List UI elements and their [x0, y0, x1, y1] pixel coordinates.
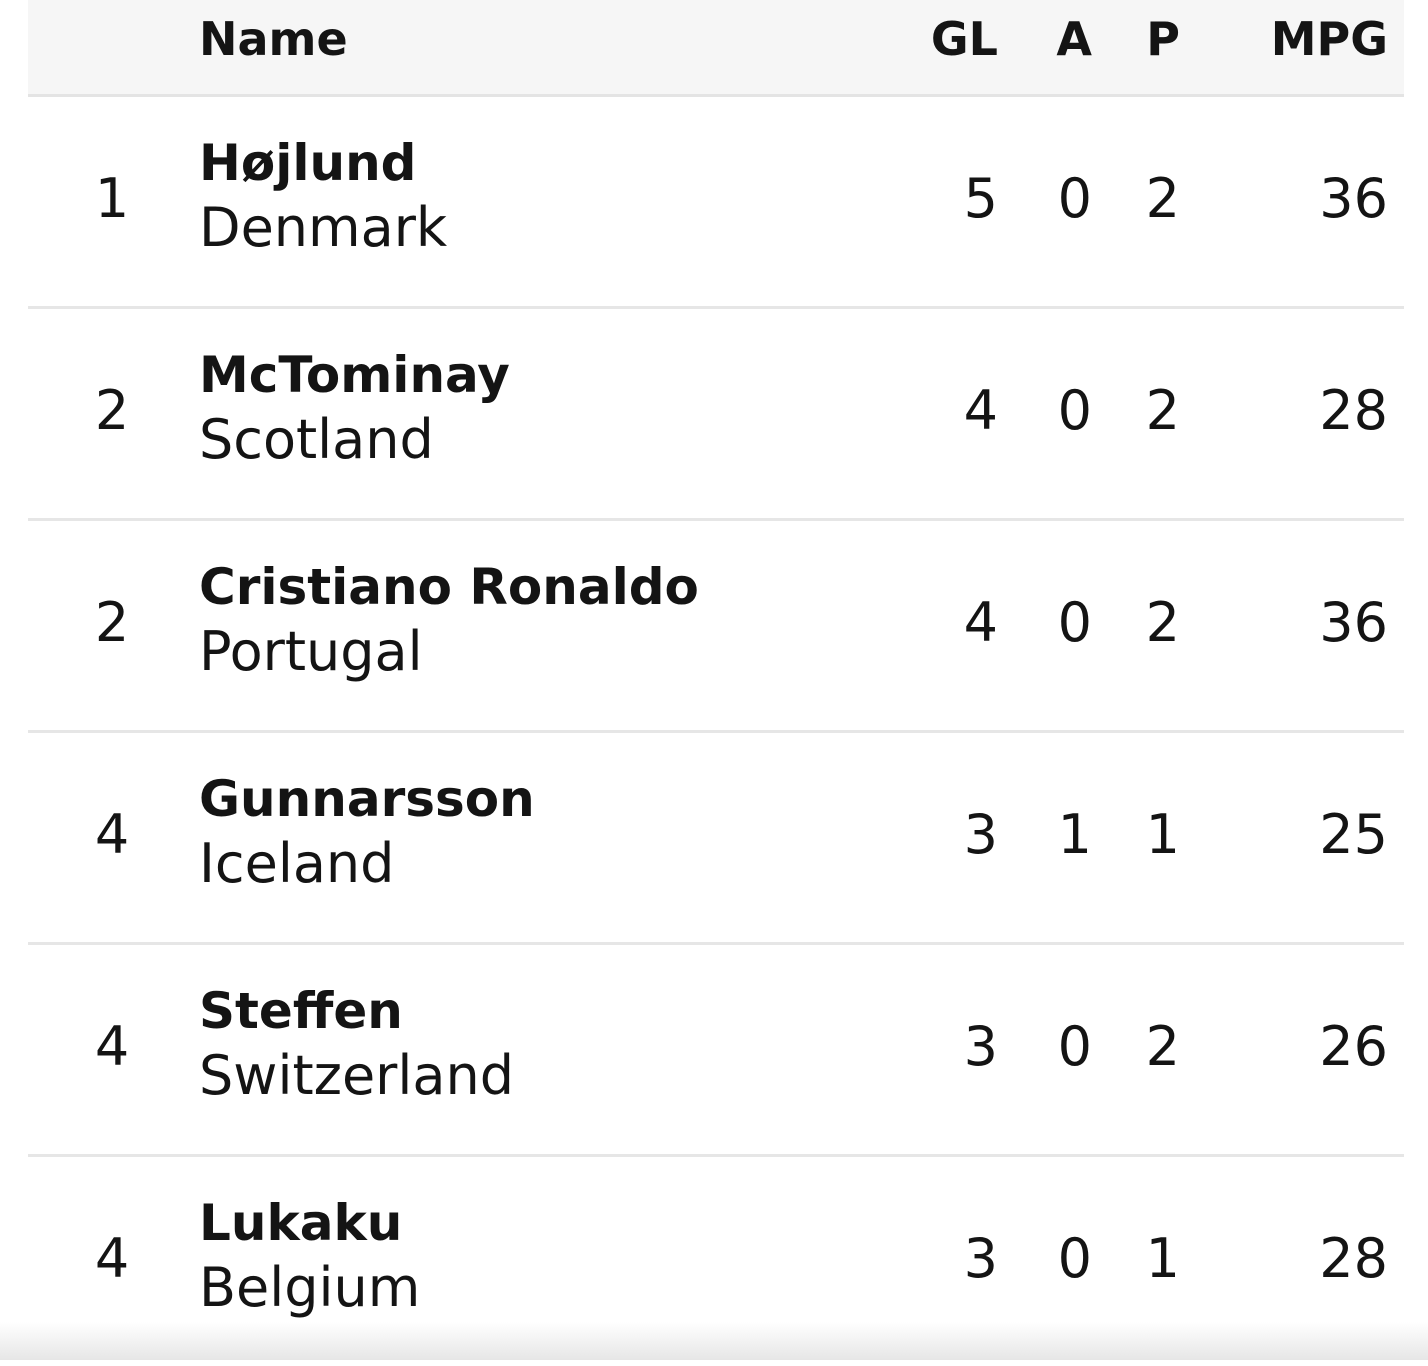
- rank-cell: 2: [94, 591, 130, 654]
- mpg-cell: 36: [1319, 167, 1388, 230]
- column-header-assists[interactable]: A: [1056, 12, 1092, 66]
- assists-cell: 0: [1057, 591, 1092, 654]
- assists-cell: 0: [1057, 379, 1092, 442]
- player-cell: Cristiano Ronaldo Portugal: [199, 557, 699, 687]
- table-row[interactable]: 4 Gunnarsson Iceland 3 1 1 25: [28, 733, 1404, 945]
- column-header-mpg[interactable]: MPG: [1270, 12, 1388, 66]
- played-cell: 2: [1145, 1015, 1180, 1078]
- goals-cell: 5: [963, 167, 998, 230]
- player-country: Switzerland: [199, 1044, 514, 1107]
- player-name: Gunnarsson: [199, 770, 535, 828]
- column-header-name[interactable]: Name: [199, 12, 348, 66]
- player-name: Højlund: [199, 134, 417, 192]
- player-cell: McTominay Scotland: [199, 345, 510, 475]
- table-row[interactable]: 1 Højlund Denmark 5 0 2 36: [28, 97, 1404, 309]
- table-row[interactable]: 2 Cristiano Ronaldo Portugal 4 0 2 36: [28, 521, 1404, 733]
- mpg-cell: 36: [1319, 591, 1388, 654]
- player-cell: Gunnarsson Iceland: [199, 769, 535, 899]
- rank-cell: 1: [94, 167, 130, 230]
- rank-cell: 2: [94, 379, 130, 442]
- player-country: Denmark: [199, 196, 448, 259]
- rank-cell: 4: [94, 803, 130, 866]
- played-cell: 2: [1145, 379, 1180, 442]
- rank-cell: 4: [94, 1227, 130, 1290]
- table-row[interactable]: 4 Lukaku Belgium 3 0 1 28: [28, 1157, 1404, 1366]
- goals-cell: 3: [963, 1015, 998, 1078]
- top-scorers-table: Name GL A P MPG 1 Højlund Denmark 5 0 2 …: [28, 0, 1404, 1366]
- mpg-cell: 28: [1319, 379, 1388, 442]
- goals-cell: 4: [963, 379, 998, 442]
- player-cell: Lukaku Belgium: [199, 1193, 420, 1323]
- player-country: Portugal: [199, 620, 423, 683]
- assists-cell: 1: [1057, 803, 1092, 866]
- player-country: Scotland: [199, 408, 434, 471]
- goals-cell: 3: [963, 803, 998, 866]
- played-cell: 2: [1145, 167, 1180, 230]
- table-row[interactable]: 4 Steffen Switzerland 3 0 2 26: [28, 945, 1404, 1157]
- column-header-played[interactable]: P: [1146, 12, 1180, 66]
- player-name: Steffen: [199, 982, 403, 1040]
- played-cell: 2: [1145, 591, 1180, 654]
- rank-cell: 4: [94, 1015, 130, 1078]
- player-name: Cristiano Ronaldo: [199, 558, 699, 616]
- goals-cell: 4: [963, 591, 998, 654]
- goals-cell: 3: [963, 1227, 998, 1290]
- assists-cell: 0: [1057, 1015, 1092, 1078]
- bottom-fade-overlay: [0, 1322, 1428, 1360]
- player-cell: Steffen Switzerland: [199, 981, 514, 1111]
- assists-cell: 0: [1057, 167, 1092, 230]
- played-cell: 1: [1145, 1227, 1180, 1290]
- mpg-cell: 28: [1319, 1227, 1388, 1290]
- table-header: Name GL A P MPG: [28, 0, 1404, 97]
- played-cell: 1: [1145, 803, 1180, 866]
- player-country: Belgium: [199, 1256, 421, 1319]
- table-row[interactable]: 2 McTominay Scotland 4 0 2 28: [28, 309, 1404, 521]
- mpg-cell: 25: [1319, 803, 1388, 866]
- player-name: Lukaku: [199, 1194, 403, 1252]
- assists-cell: 0: [1057, 1227, 1092, 1290]
- mpg-cell: 26: [1319, 1015, 1388, 1078]
- column-header-goals[interactable]: GL: [930, 12, 998, 66]
- player-name: McTominay: [199, 346, 510, 404]
- player-cell: Højlund Denmark: [199, 133, 447, 263]
- player-country: Iceland: [199, 832, 395, 895]
